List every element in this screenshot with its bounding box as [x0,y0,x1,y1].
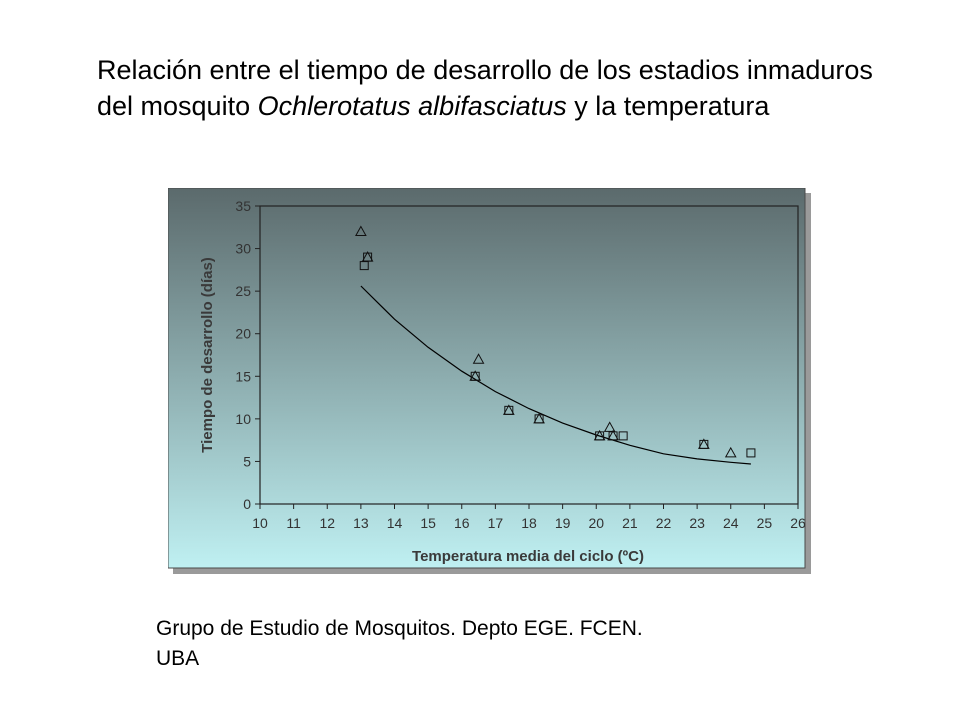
x-tick-label: 15 [420,515,436,531]
triangle-point [355,225,367,237]
chart-panel: 0 5 10 15 20 25 30 35 10 11 12 13 14 15 16 17 18 19 20 21 22… [168,188,811,574]
y-axis-label: Tiempo de desarrollo (días) [199,257,216,453]
square-point [618,431,628,441]
y-tick-label: 35 [235,198,251,214]
x-tick-label: 13 [353,515,369,531]
x-tick-label: 18 [521,515,537,531]
triangle-point [603,421,616,432]
y-tick-label: 5 [243,453,251,469]
x-tick-label: 25 [757,515,773,531]
y-tick-label: 0 [243,496,251,512]
x-axis-label: Temperatura media del ciclo (ºC) [412,548,644,565]
x-tick-label: 17 [488,515,504,531]
x-tick-label: 19 [555,515,571,531]
title-text-part2: y la temperatura [566,91,770,121]
y-tick-label: 30 [235,241,251,257]
square-point [595,431,605,441]
y-tick-label: 20 [235,326,251,342]
x-tick-label: 21 [622,515,638,531]
credit-line-2: UBA [156,647,200,670]
square-point [359,261,369,271]
square-point [470,371,480,381]
x-tick-label: 10 [252,515,268,531]
x-tick-label: 12 [319,515,335,531]
y-tick-label: 15 [235,368,251,384]
square-point [504,405,514,415]
y-tick-label: 10 [235,411,251,427]
y-tick-label: 25 [235,283,251,299]
x-tick-label: 24 [723,515,739,531]
square-point [699,439,709,449]
x-tick-label: 11 [286,515,301,531]
triangle-point [724,446,737,458]
x-tick-label: 16 [454,515,470,531]
triangle-point [472,353,485,364]
source-credit: Grupo de Estudio de Mosquitos. Depto EGE… [156,614,856,674]
chart-background [168,188,806,569]
credit-line-1: Grupo de Estudio de Mosquitos. Depto EGE… [156,617,643,640]
x-tick-label: 23 [689,515,705,531]
fit-curve [360,285,751,465]
x-tick-label: 26 [790,515,806,531]
x-tick-label: 14 [387,515,403,531]
square-point [608,431,618,441]
square-point [746,448,756,458]
slide-title: Relación entre el tiempo de desarrollo d… [97,52,897,124]
x-tick-label: 20 [588,515,604,531]
title-text-part1: Relación entre el tiempo de desarrollo d… [97,55,873,121]
x-tick-label: 22 [656,515,672,531]
development-time-chart: 0 5 10 15 20 25 30 35 10 11 12 13 14 15 16 17 18 19 20 21 22… [168,188,811,574]
square-point [363,252,373,262]
square-point [534,414,544,424]
species-name: Ochlerotatus albifasciatus [257,91,567,121]
